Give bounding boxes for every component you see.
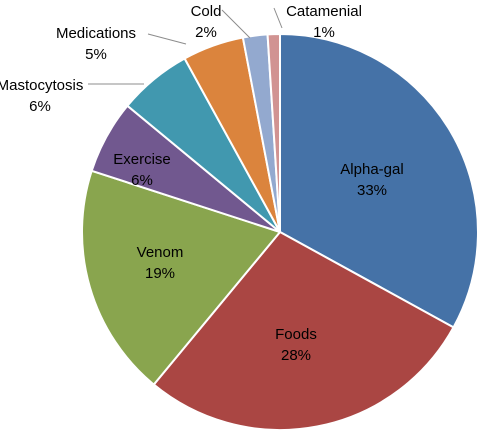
slices-layer bbox=[81, 32, 479, 431]
slice-percent-label: 5% bbox=[85, 46, 107, 63]
pie-slice-catamenial bbox=[266, 32, 281, 233]
slice-category-label: Catamenial bbox=[286, 3, 362, 20]
slice-category-label: Medications bbox=[56, 25, 136, 42]
slice-percent-label: 6% bbox=[29, 98, 51, 115]
leader-lines-layer bbox=[88, 7, 283, 85]
slice-category-label: Foods bbox=[275, 326, 317, 343]
slice-label-cold: Cold 2% bbox=[191, 3, 222, 41]
pie-slice-venom bbox=[81, 169, 281, 386]
leader-line-cold bbox=[221, 9, 251, 39]
slice-category-label: Venom bbox=[137, 244, 184, 261]
slice-category-label: Mastocytosis bbox=[0, 77, 83, 94]
pie-slice-foods bbox=[152, 231, 455, 431]
slice-percent-label: 19% bbox=[145, 265, 175, 282]
slice-label-medications: Medications 5% bbox=[56, 25, 136, 63]
slice-percent-label: 33% bbox=[357, 182, 387, 199]
labels-layer: Alpha-gal33%Foods28%Venom19%Exercise6%Ma… bbox=[0, 3, 404, 364]
slice-percent-label: 1% bbox=[313, 24, 335, 41]
slice-percent-label: 28% bbox=[281, 347, 311, 364]
slice-label-foods: Foods 28% bbox=[275, 326, 317, 364]
slice-label-catamenial: Catamenial 1% bbox=[286, 3, 362, 41]
slice-label-alpha-gal: Alpha-gal 33% bbox=[340, 161, 403, 199]
pie-slice-alpha-gal bbox=[279, 33, 479, 329]
slice-percent-label: 2% bbox=[195, 24, 217, 41]
slice-percent-label: 6% bbox=[131, 172, 153, 189]
leader-line-catamenial bbox=[273, 7, 283, 29]
slice-category-label: Cold bbox=[191, 3, 222, 20]
slice-label-exercise: Exercise 6% bbox=[113, 151, 171, 189]
slice-category-label: Exercise bbox=[113, 151, 171, 168]
slice-label-venom: Venom 19% bbox=[137, 244, 184, 282]
slice-label-mastocytosis: Mastocytosis 6% bbox=[0, 77, 83, 115]
leader-line-medications bbox=[147, 33, 187, 45]
slice-category-label: Alpha-gal bbox=[340, 161, 403, 178]
